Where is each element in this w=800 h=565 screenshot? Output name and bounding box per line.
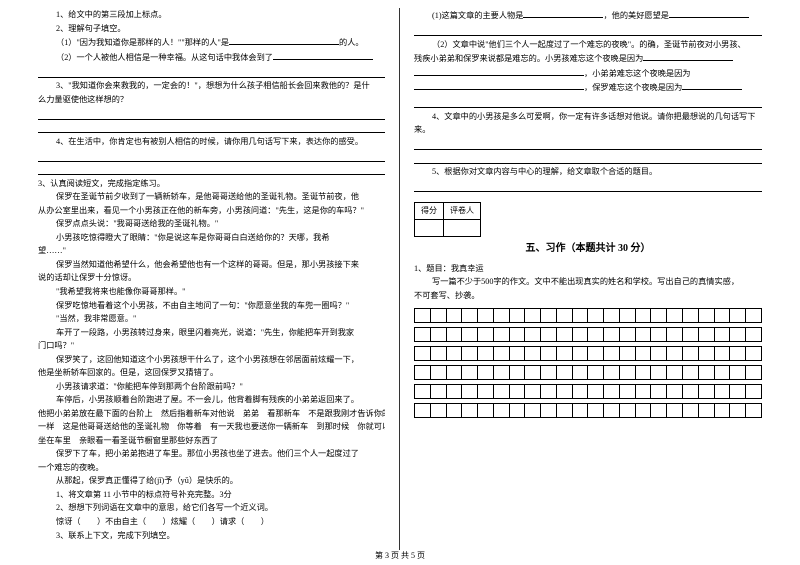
blank-line (38, 121, 385, 133)
blank (669, 8, 749, 18)
writing-grid (414, 308, 762, 418)
r1b: ，他的美好愿望是 (603, 11, 669, 20)
section-5-title: 五、习作（本题共计 30 分） (414, 241, 762, 258)
blank-line (38, 163, 385, 175)
r4a: 4、文章中的小男孩是多么可爱啊，你一定有许多话想对他说。请你把最想说的几句话写下 (414, 110, 762, 124)
para: 从那起，保罗真正懂得了给(jǐ)予（yǔ）是快乐的。 (38, 474, 385, 488)
blank-line (414, 152, 762, 164)
blank (682, 80, 742, 90)
para: 小男孩吃惊得瞪大了眼睛："你是说这车是你哥哥白白送给你的？天哪，我希 (38, 231, 385, 245)
para: 门口吗？" (38, 339, 385, 353)
blank (414, 80, 584, 90)
sub-q1: 1、将文章第 11 小节中的标点符号补充完整。3分 (38, 488, 385, 502)
right-column: (1)这篇文章的主要人物是 ，他的美好愿望是 （2）文章中说"他们三个人一起度过了… (400, 8, 772, 550)
r2b-text: 残疾小弟弟和保罗来说都是难忘的。小男孩难忘这个夜晚是因为 (414, 54, 643, 63)
para: 车停后，小男孩顺着台阶跑进了屋。不一会儿，他背着脚有残疾的小弟弟返回来了。 (38, 393, 385, 407)
para: 望……" (38, 244, 385, 258)
r4b: 来。 (414, 123, 762, 137)
question-1: 1、给文中的第三段加上标点。 (38, 8, 385, 22)
marker-cell: 评卷人 (444, 202, 481, 219)
sub-q2: 2、想想下列词语在文章中的意思，给它们各写一个近义词。 (38, 501, 385, 515)
blank-line (414, 24, 762, 36)
sub-q3: 3、联系上下文，完成下列填空。 (38, 529, 385, 543)
blank-line (414, 180, 762, 192)
r1: (1)这篇文章的主要人物是 ，他的美好愿望是 (414, 8, 762, 23)
r5: 5、根据你对文章内容与中心的理解，给文章取个合适的题目。 (414, 165, 762, 179)
question-4: 4、在生活中，你肯定也有被别人相信的时候，请你用几句话写下来，表达你的感受。 (38, 135, 385, 149)
para: 从办公室里出来，看见一个小男孩正在他的新车旁，小男孩问道："先生，这是你的车吗？… (38, 204, 385, 218)
blank-line (38, 108, 385, 120)
para: "我希望我将来也能像你哥哥那样。" (38, 285, 385, 299)
sub-q2b: 惊讶（ ）不由自主（ ）炫耀（ ）请求（ ） (38, 515, 385, 529)
para: 小男孩请求道："你能把车停到那两个台阶跟前吗？" (38, 380, 385, 394)
r2c-text: ，小弟弟难忘这个夜晚是因为 (584, 69, 690, 78)
question-3a: 3、"我知道你会来救我的，一定会的！"，想想为什么孩子相信船长会回来救他的？是什 (38, 79, 385, 93)
para: 保罗下了车，把小弟弟抱进了车里。那位小男孩也坐了进去。他们三个人一起度过了 (38, 447, 385, 461)
para: 他是坐新轿车回家的。但是，这回保罗又猜错了。 (38, 366, 385, 380)
question-3b: 么力量驱使他这样想的？ (38, 93, 385, 107)
blank (523, 8, 603, 18)
blank-line (414, 138, 762, 150)
blank (643, 51, 733, 61)
r2b: 残疾小弟弟和保罗来说都是难忘的。小男孩难忘这个夜晚是因为 (414, 51, 762, 66)
para: 他把小弟弟放在最下面的台阶上 然后指着新车对他说 弟弟 看那新车 不是跟我刚才告… (38, 407, 385, 421)
para: 保罗笑了，这回他知道这个小男孩想干什么了，这个小男孩想在邻居面前炫耀一下， (38, 353, 385, 367)
r2d-text: ，保罗难忘这个夜晚是因为 (584, 83, 682, 92)
r2c: ，小弟弟难忘这个夜晚是因为 (414, 66, 762, 81)
para: 说的话却让保罗十分惊讶。 (38, 271, 385, 285)
blank (229, 35, 339, 45)
left-column: 1、给文中的第三段加上标点。 2、理解句子填空。 （1）"因为我知道你是那样的人… (28, 8, 400, 550)
blank (414, 66, 584, 76)
question-2-2: （2）一个人被他人相信是一种幸福。从这句话中我体会到了 (38, 50, 385, 65)
para: 保罗当然知道他希望什么，他会希望他也有一个这样的哥哥。但是，那小男孩接下来 (38, 258, 385, 272)
blank (273, 50, 373, 60)
para: 一个难忘的夜晚。 (38, 461, 385, 475)
blank-line (38, 150, 385, 162)
para: 一样 这是他哥哥送给他的圣诞礼物 你等着 有一天我也要送你一辆新车 到那时候 你… (38, 420, 385, 434)
score-table: 得分 评卷人 (414, 202, 481, 237)
question-2-1: （1）"因为我知道你是那样的人！""那样的人"是 的人。 (38, 35, 385, 50)
q2-1-text-b: 的人。 (339, 38, 364, 47)
q2-1-text-a: （1）"因为我知道你是那样的人！""那样的人"是 (56, 38, 229, 47)
score-blank (415, 219, 444, 236)
essay-req-a: 写一篇不少于500字的作文。文中不能出现真实的姓名和学校。写出自己的真情实感， (414, 275, 762, 289)
para: 车开了一段路，小男孩转过身来，眼里闪着亮光，说道："先生，你能把车开到我家 (38, 326, 385, 340)
para: 保罗在圣诞节前夕收到了一辆新轿车，是他哥哥送给他的圣诞礼物。圣诞节前夜，他 (38, 190, 385, 204)
blank-line (414, 96, 762, 108)
para: 保罗点点头说："我哥哥送给我的圣诞礼物。" (38, 217, 385, 231)
reading-title: 3、认真阅读短文，完成指定练习。 (38, 177, 385, 191)
essay-title: 1、题目：我真幸运 (414, 262, 762, 276)
q2-2-text: （2）一个人被他人相信是一种幸福。从这句话中我体会到了 (56, 53, 273, 62)
para: 保罗吃惊地看着这个小男孩，不由自主地问了一句："你愿意坐我的车兜一圈吗？" (38, 299, 385, 313)
r2d: ，保罗难忘这个夜晚是因为 (414, 80, 762, 95)
para: 坐在车里 亲眼看一看圣诞节橱窗里那些好东西了 (38, 434, 385, 448)
page-footer: 第 3 页 共 5 页 (0, 550, 800, 561)
score-cell: 得分 (415, 202, 444, 219)
question-2: 2、理解句子填空。 (38, 22, 385, 36)
marker-blank (444, 219, 481, 236)
para: "当然，我非常愿意。" (38, 312, 385, 326)
blank-line (38, 66, 385, 78)
r2a: （2）文章中说"他们三个人一起度过了一个难忘的夜晚"。的确，圣诞节前夜对小男孩、 (414, 38, 762, 52)
r1a: (1)这篇文章的主要人物是 (432, 11, 523, 20)
essay-req-b: 不可套写、抄袭。 (414, 289, 762, 303)
